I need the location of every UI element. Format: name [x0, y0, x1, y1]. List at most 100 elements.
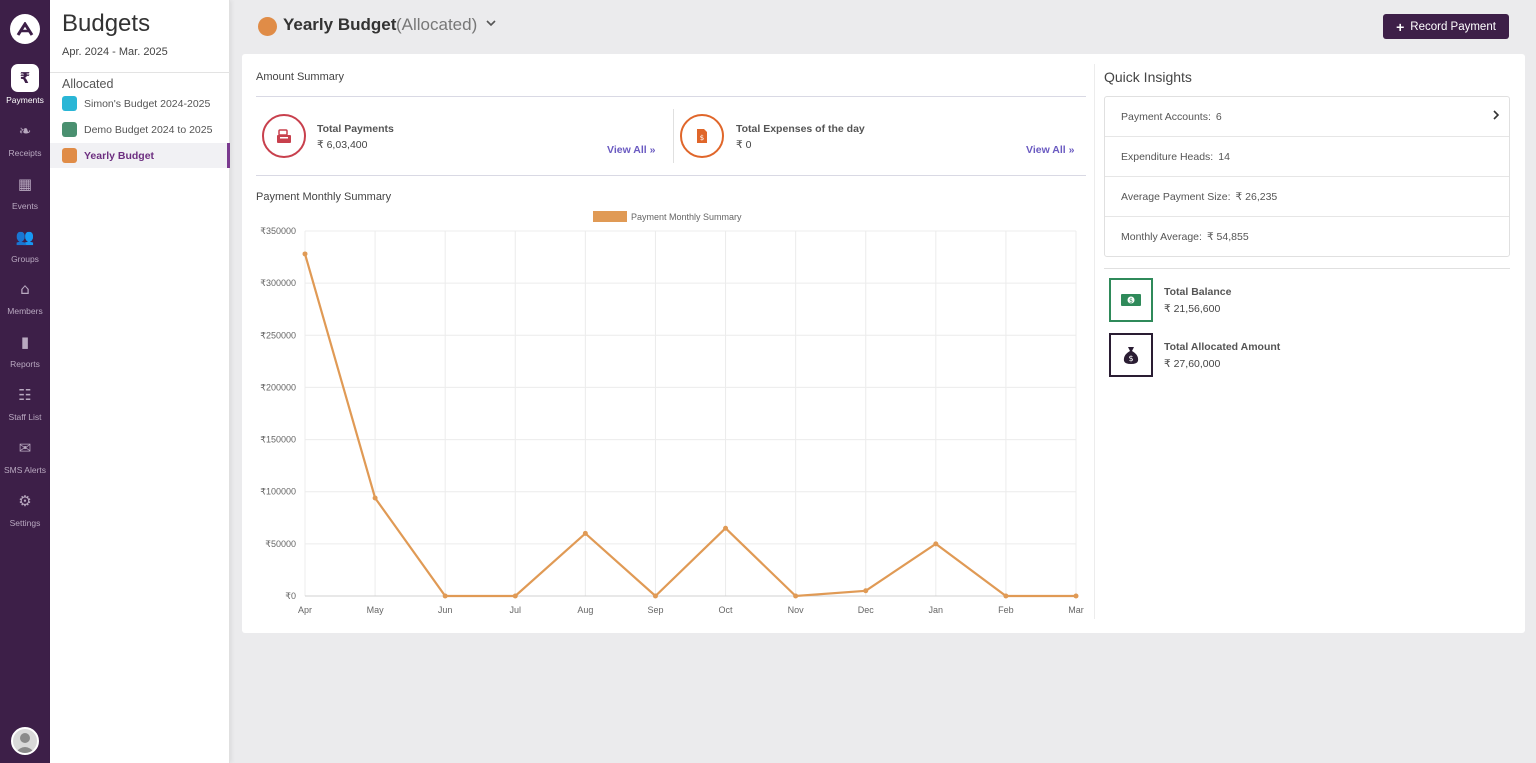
budget-status: (Allocated): [396, 15, 478, 34]
x-tick-label: Sep: [647, 605, 663, 615]
data-point: [582, 530, 588, 536]
y-tick-label: ₹300000: [260, 278, 296, 288]
rail-item-label: Receipts: [8, 148, 42, 158]
receipt-icon: $: [697, 129, 707, 143]
data-point: [372, 495, 378, 501]
x-tick-label: Oct: [719, 605, 734, 615]
data-point: [1073, 593, 1079, 599]
svg-text:$: $: [1128, 354, 1133, 363]
divider: [673, 109, 674, 163]
view-all-expenses-link[interactable]: View All »: [1026, 144, 1074, 156]
app-rail: ₹ Payments ❧ Receipts ▦ Events 👥 Groups ⌂ Members…: [0, 0, 50, 763]
data-point: [793, 593, 799, 599]
money-bag-icon: $: [1123, 347, 1139, 364]
double-chevron-right-icon: »: [1068, 144, 1075, 156]
budget-color-swatch: [62, 96, 77, 111]
insight-payment-accounts[interactable]: Payment Accounts: 6: [1105, 97, 1509, 137]
quick-insights-title: Quick Insights: [1104, 69, 1192, 85]
record-payment-button[interactable]: + Record Payment: [1383, 14, 1509, 39]
budget-item-label: Yearly Budget: [84, 149, 155, 162]
svg-text:$: $: [1129, 298, 1133, 305]
x-tick-label: Feb: [998, 605, 1014, 615]
cash-register-icon: [277, 129, 291, 143]
x-tick-label: Dec: [858, 605, 875, 615]
insight-expenditure-heads: Expenditure Heads: 14: [1105, 137, 1509, 177]
rail-item-label: Payments: [6, 95, 44, 105]
rail-item-label: Groups: [11, 254, 39, 264]
data-point: [863, 588, 869, 594]
rail-item-label: Staff List: [8, 412, 42, 422]
view-all-label: View All: [1026, 144, 1066, 156]
chevron-right-icon[interactable]: [1491, 109, 1501, 124]
total-allocated-value: ₹ 27,60,000: [1164, 358, 1221, 370]
budget-item-label: Simon's Budget 2024-2025: [84, 97, 211, 110]
x-tick-label: Jun: [438, 605, 453, 615]
data-point: [933, 541, 939, 547]
rail-item-staff-list[interactable]: ☷ Staff List: [0, 381, 50, 433]
budgets-panel: Budgets Apr. 2024 - Mar. 2025 Allocated …: [50, 0, 230, 763]
x-tick-label: Jul: [510, 605, 522, 615]
y-tick-label: ₹150000: [260, 435, 296, 445]
rail-item-receipts[interactable]: ❧ Receipts: [0, 117, 50, 169]
rail-item-reports[interactable]: ▮ Reports: [0, 328, 50, 380]
x-tick-label: Mar: [1068, 605, 1084, 615]
insights-list: Payment Accounts: 6 Expenditure Heads: 1…: [1104, 96, 1510, 257]
y-tick-label: ₹100000: [260, 487, 296, 497]
insight-value: ₹ 26,235: [1235, 190, 1278, 203]
total-expenses-label: Total Expenses of the day: [736, 123, 865, 135]
payments-icon: ₹: [11, 64, 39, 92]
divider: [256, 96, 1086, 97]
x-tick-label: Apr: [298, 605, 312, 615]
y-tick-label: ₹350000: [260, 226, 296, 236]
page-title: Yearly Budget: [283, 15, 397, 34]
y-tick-label: ₹0: [285, 591, 296, 601]
app-logo[interactable]: [10, 14, 40, 44]
legend-label: Payment Monthly Summary: [631, 212, 742, 222]
y-tick-label: ₹250000: [260, 330, 296, 340]
divider: [256, 175, 1086, 176]
double-chevron-right-icon: »: [649, 144, 656, 156]
reports-icon: ▮: [20, 333, 30, 351]
rail-item-sms-alerts[interactable]: ✉ SMS Alerts: [0, 434, 50, 486]
section-allocated: Allocated: [62, 77, 114, 91]
user-avatar[interactable]: [11, 727, 39, 755]
view-all-label: View All: [607, 144, 647, 156]
rail-item-events[interactable]: ▦ Events: [0, 170, 50, 222]
rail-item-groups[interactable]: 👥 Groups: [0, 223, 50, 275]
budget-item[interactable]: Yearly Budget: [50, 143, 230, 168]
series-line: [303, 253, 1076, 598]
divider: [50, 72, 230, 73]
data-point: [652, 593, 658, 599]
payment-monthly-chart: ₹0 ₹50000 ₹100000 ₹150000 ₹200000 ₹250000 ₹300…: [260, 211, 1084, 615]
rail-item-label: Reports: [10, 359, 40, 369]
divider: [1094, 64, 1095, 619]
events-icon: ▦: [17, 175, 33, 193]
rail-item-settings[interactable]: ⚙ Settings: [0, 487, 50, 539]
staff-list-icon: ☷: [18, 386, 32, 404]
insight-value: 14: [1218, 150, 1230, 163]
view-all-payments-link[interactable]: View All »: [607, 144, 655, 156]
budget-color-dot: [258, 17, 277, 36]
data-point: [442, 593, 448, 599]
groups-icon: 👥: [15, 228, 35, 246]
budget-item-label: Demo Budget 2024 to 2025: [84, 123, 213, 136]
total-allocated-label: Total Allocated Amount: [1164, 341, 1281, 353]
budget-color-swatch: [62, 122, 77, 137]
budget-item[interactable]: Simon's Budget 2024-2025: [50, 91, 230, 116]
total-expenses-value: ₹ 0: [736, 139, 752, 151]
chevron-down-icon[interactable]: [485, 17, 497, 32]
members-icon: ⌂: [20, 280, 30, 298]
rail-item-payments[interactable]: ₹ Payments: [0, 64, 50, 116]
total-allocated-icon-box: $: [1109, 333, 1153, 377]
banknote-icon: $: [1121, 294, 1141, 306]
rail-item-label: SMS Alerts: [3, 465, 47, 475]
receipts-icon: ❧: [18, 122, 32, 140]
data-point: [723, 525, 729, 531]
budget-dashboard-card: Amount Summary Total Payments ₹ 6,03,400…: [242, 54, 1525, 633]
insight-value: 6: [1215, 110, 1222, 123]
budget-item[interactable]: Demo Budget 2024 to 2025: [50, 117, 230, 142]
insight-label: Expenditure Heads:: [1121, 150, 1214, 163]
data-point: [302, 251, 308, 257]
insight-label: Monthly Average:: [1121, 231, 1202, 243]
rail-item-members[interactable]: ⌂ Members: [0, 275, 50, 327]
